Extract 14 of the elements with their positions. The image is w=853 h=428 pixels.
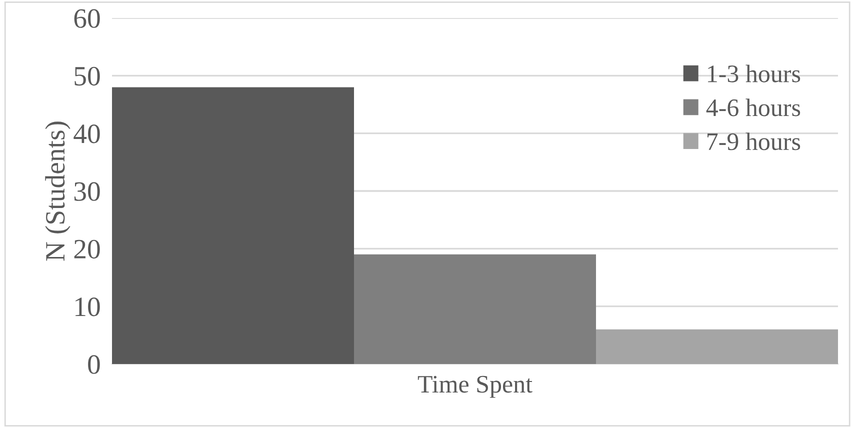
y-tick-label: 20 [74,240,100,259]
y-tick-label: 10 [76,298,100,316]
y-tick-label: 50 [74,66,100,86]
y-tick-label: 40 [74,124,100,144]
legend-label: 1-3 hours [708,64,800,82]
x-tick-label: Time Spent [418,376,532,398]
y-tick-label: 0 [88,355,100,374]
y-tick-label: 30 [74,182,100,201]
bar [354,254,596,364]
y-axis-title: N (Students) [45,122,70,261]
legend-label: 7-9 hours [708,132,800,150]
bar [596,329,838,364]
y-tick-label: 60 [74,9,100,28]
legend-label: 4-6 hours [706,98,800,116]
